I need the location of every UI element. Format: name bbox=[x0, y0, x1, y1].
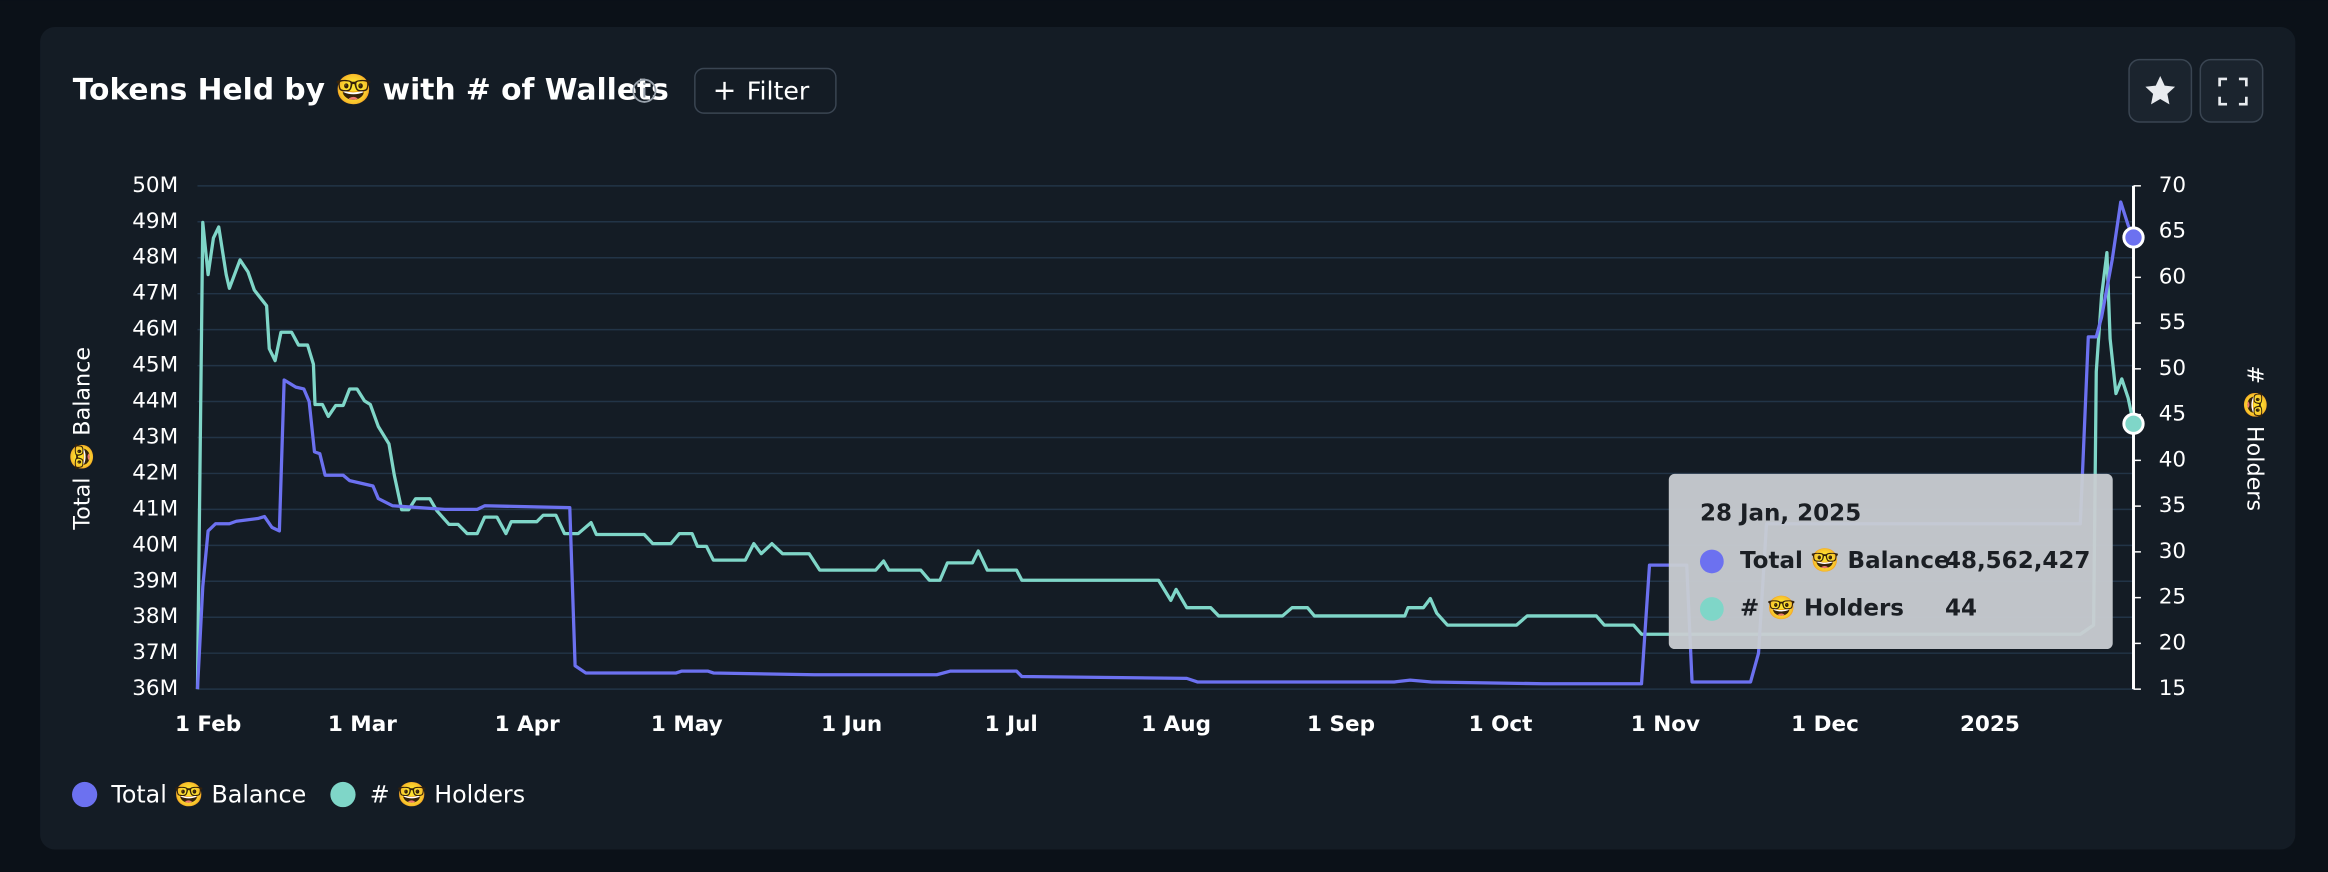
y2-tick-label: 30 bbox=[2159, 539, 2186, 564]
y2-tick-label: 20 bbox=[2159, 630, 2186, 655]
hover-marker bbox=[2122, 226, 2145, 249]
x-tick-label: 1 Jul bbox=[985, 712, 1038, 737]
y-tick-label: 37M bbox=[132, 640, 178, 665]
y-tick-label: 44M bbox=[132, 389, 178, 414]
legend-swatch bbox=[72, 781, 98, 808]
x-tick-label: 1 Feb bbox=[175, 712, 241, 737]
favorite-button[interactable] bbox=[2128, 58, 2193, 123]
y-tick-label: 47M bbox=[132, 281, 178, 306]
x-tick-label: 1 Apr bbox=[495, 712, 561, 737]
y2-tick-label: 15 bbox=[2159, 676, 2186, 701]
y-tick-label: 49M bbox=[132, 209, 178, 234]
y2-tick-label: 35 bbox=[2159, 493, 2186, 518]
y-tick-label: 42M bbox=[132, 460, 178, 485]
hover-marker bbox=[2122, 412, 2145, 435]
tooltip-box bbox=[1668, 473, 2113, 650]
y2-axis-title: # 🤓 Holders bbox=[2241, 365, 2267, 511]
y-tick-label: 38M bbox=[132, 604, 178, 629]
y2-tick-label: 40 bbox=[2159, 447, 2186, 472]
y2-tick-label: 65 bbox=[2159, 219, 2186, 244]
info-icon[interactable] bbox=[632, 78, 657, 103]
y-tick-label: 50M bbox=[132, 173, 178, 198]
tooltip-value: 44 bbox=[1945, 595, 1977, 621]
fullscreen-button[interactable] bbox=[2199, 58, 2264, 123]
y-tick-label: 46M bbox=[132, 317, 178, 342]
y2-tick-label: 50 bbox=[2159, 356, 2186, 381]
y-tick-label: 48M bbox=[132, 245, 178, 270]
tooltip-series-name: # 🤓 Holders bbox=[1740, 594, 1904, 621]
x-tick-label: 2025 bbox=[1960, 712, 2020, 737]
y2-tick-label: 45 bbox=[2159, 402, 2186, 427]
tooltip-series-name: Total 🤓 Balance bbox=[1740, 547, 1950, 574]
y-tick-label: 45M bbox=[132, 353, 178, 378]
x-tick-label: 1 Jun bbox=[821, 712, 882, 737]
y2-tick-label: 25 bbox=[2159, 585, 2186, 610]
plot-area: 36M 37M 38M 39M 40M 41M 42M 43M 44M 45M 46M 47M 48M 4… bbox=[72, 173, 2186, 809]
filter-label[interactable]: Filter bbox=[747, 76, 810, 105]
y-tick-label: 43M bbox=[132, 424, 178, 449]
x-tick-label: 1 Dec bbox=[1791, 712, 1859, 737]
x-tick-label: 1 Oct bbox=[1469, 712, 1533, 737]
series-line bbox=[195, 200, 2136, 690]
x-tick-label: 1 Sep bbox=[1307, 712, 1375, 737]
x-tick-label: 1 Aug bbox=[1141, 712, 1211, 737]
x-tick-label: 1 Mar bbox=[328, 712, 397, 737]
legend-label: Total 🤓 Balance bbox=[110, 781, 306, 809]
legend-swatch bbox=[330, 781, 356, 808]
y-tick-label: 41M bbox=[132, 496, 178, 521]
legend-label: # 🤓 Holders bbox=[370, 781, 525, 809]
chart-title: Tokens Held by 🤓 with # of Wallets bbox=[73, 72, 669, 107]
y-tick-label: 36M bbox=[132, 676, 178, 701]
tooltip-title: 28 Jan, 2025 bbox=[1700, 500, 1861, 526]
tooltip-value: 48,562,427 bbox=[1945, 548, 2091, 574]
y-tick-label: 39M bbox=[132, 568, 178, 593]
series-line bbox=[195, 220, 2136, 690]
y2-tick-label: 60 bbox=[2159, 264, 2186, 289]
x-tick-label: 1 Nov bbox=[1631, 712, 1700, 737]
y2-tick-label: 70 bbox=[2159, 173, 2186, 198]
x-tick-label: 1 May bbox=[651, 712, 723, 737]
y2-tick-label: 55 bbox=[2159, 310, 2186, 335]
tooltip-swatch bbox=[1699, 549, 1724, 574]
filter-button[interactable]: Filter bbox=[694, 67, 837, 114]
tooltip-swatch bbox=[1699, 597, 1724, 621]
y-tick-label: 40M bbox=[132, 532, 178, 557]
y-axis-title: Total 🤓 Balance bbox=[70, 347, 96, 531]
